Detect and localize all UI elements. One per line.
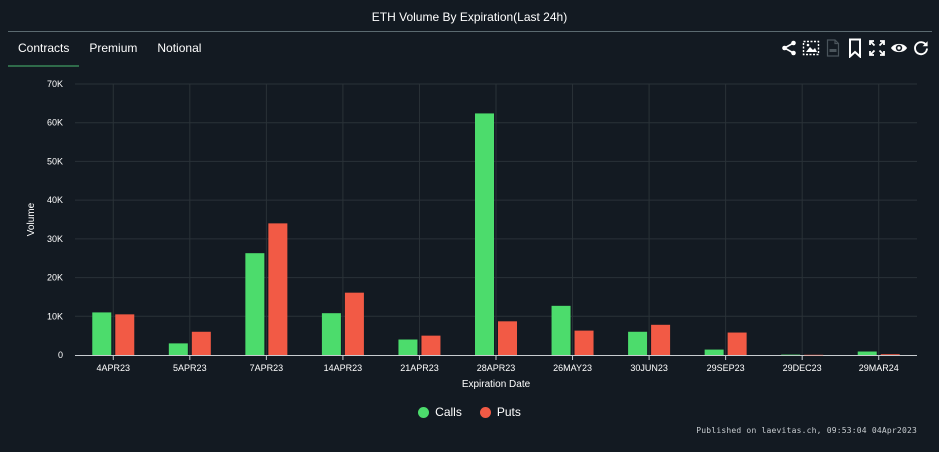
tab-notional[interactable]: Notional [157, 41, 202, 55]
fullscreen-icon[interactable] [868, 38, 886, 58]
x-tick-label: 7APR23 [250, 363, 284, 373]
bar-puts [727, 332, 747, 355]
bar-calls [628, 331, 648, 355]
tab-premium[interactable]: Premium [89, 41, 138, 55]
bar-puts [268, 223, 288, 355]
metric-tabs: Contracts Premium Notional [8, 33, 211, 67]
chart-toolbar [780, 38, 930, 58]
x-tick-label: 29SEP23 [707, 363, 745, 373]
y-tick-label: 0 [58, 350, 63, 360]
y-tick-label: 60K [47, 118, 63, 128]
legend-label-puts: Puts [496, 405, 521, 419]
eye-icon[interactable] [890, 38, 908, 58]
bar-puts [191, 331, 211, 355]
bar-puts [115, 314, 135, 355]
share-icon[interactable] [780, 38, 798, 58]
x-tick-label: 29DEC23 [783, 363, 822, 373]
bar-puts [651, 324, 671, 355]
y-tick-label: 50K [47, 156, 63, 166]
x-tick-label: 14APR23 [324, 363, 363, 373]
legend-item-calls[interactable]: Calls [418, 405, 462, 419]
bar-calls [704, 349, 724, 355]
published-credit: Published on laevitas.ch, 09:53:04 04Apr… [696, 426, 917, 435]
bar-puts [804, 354, 824, 356]
bar-puts [421, 335, 441, 355]
bar-puts [880, 354, 900, 355]
chart-title: ETH Volume By Expiration(Last 24h) [371, 10, 568, 24]
bar-puts [498, 321, 517, 355]
legend-item-puts[interactable]: Puts [479, 405, 521, 419]
y-axis-title: Volume [26, 202, 37, 236]
chart-legend: Calls Puts [0, 405, 939, 419]
x-tick-label: 29MAR24 [859, 363, 899, 373]
y-tick-label: 40K [47, 195, 63, 205]
y-tick-label: 30K [47, 234, 63, 244]
legend-dot-puts [479, 406, 491, 418]
bar-calls [398, 339, 418, 355]
x-tick-label: 5APR23 [173, 363, 207, 373]
bar-calls [168, 343, 188, 355]
y-tick-label: 20K [47, 273, 63, 283]
x-tick-label: 28APR23 [477, 363, 516, 373]
legend-label-calls: Calls [435, 405, 462, 419]
refresh-icon[interactable] [912, 38, 930, 58]
bar-chart: 0 10K 20K 30K 40K 50K 60K 70K 4APR23 5APR23 7APR23… [26, 79, 917, 390]
bar-calls [475, 113, 494, 356]
bar-puts [574, 330, 594, 355]
legend-dot-calls [418, 406, 430, 418]
bar-calls [321, 313, 341, 355]
y-tick-label: 10K [47, 311, 63, 321]
bar-puts [344, 292, 364, 355]
x-axis-title: Expiration Date [462, 379, 531, 390]
bar-calls [92, 312, 112, 355]
x-tick-label: 4APR23 [97, 363, 131, 373]
file-icon[interactable] [824, 38, 842, 58]
tab-contracts[interactable]: Contracts [8, 33, 80, 67]
bar-calls [245, 253, 265, 355]
title-divider [8, 31, 932, 32]
x-tick-label: 30JUN23 [630, 363, 668, 373]
image-export-icon[interactable] [802, 38, 820, 58]
y-tick-label: 70K [47, 79, 63, 89]
x-tick-label: 21APR23 [400, 363, 439, 373]
x-tick-label: 26MAY23 [553, 363, 592, 373]
bookmark-icon[interactable] [846, 38, 864, 58]
bar-calls [551, 305, 571, 355]
bar-calls [857, 351, 877, 355]
bar-calls [781, 354, 801, 356]
